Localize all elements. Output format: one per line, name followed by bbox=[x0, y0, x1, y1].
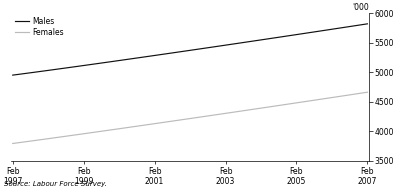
Males bbox=[250, 40, 254, 42]
Females bbox=[93, 131, 98, 133]
Males bbox=[10, 74, 15, 76]
Line: Males: Males bbox=[13, 24, 367, 75]
Males bbox=[93, 63, 98, 65]
Females bbox=[10, 142, 15, 145]
Females bbox=[365, 91, 370, 93]
Line: Females: Females bbox=[13, 92, 367, 143]
Females bbox=[250, 108, 254, 111]
Males bbox=[365, 23, 370, 25]
Text: '000: '000 bbox=[353, 3, 369, 12]
Females bbox=[341, 95, 346, 97]
Males bbox=[161, 53, 166, 55]
Males bbox=[341, 26, 346, 29]
Females bbox=[46, 138, 50, 140]
Females bbox=[161, 121, 166, 124]
Text: Source: Labour Force Survey.: Source: Labour Force Survey. bbox=[4, 181, 107, 187]
Females bbox=[232, 111, 237, 113]
Males bbox=[232, 43, 237, 45]
Legend: Males, Females: Males, Females bbox=[15, 17, 64, 37]
Males bbox=[46, 69, 50, 71]
